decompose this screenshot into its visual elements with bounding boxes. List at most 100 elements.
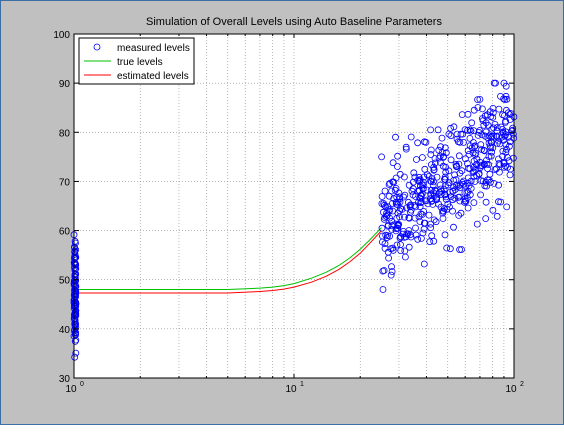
x-tick-exponent: 1 [300,381,304,388]
measured-point [503,203,511,211]
measured-point [427,186,435,194]
measured-point [467,177,475,185]
measured-point [441,173,449,181]
legend-label: true levels [117,57,163,68]
x-tick-exponent: 2 [520,381,524,388]
measured-point [410,169,418,177]
measured-point [389,159,397,167]
measured-point [71,353,79,361]
measured-point [393,241,401,249]
measured-point [503,95,511,103]
x-tick-label: 10 [65,384,77,395]
measured-point [420,173,428,181]
measured-point [456,138,464,146]
measured-point [495,168,503,176]
measured-point [453,163,461,171]
measured-point [72,329,79,337]
y-tick-label: 30 [59,374,71,385]
measured-point [473,220,481,228]
measured-point [509,126,517,134]
measured-point [395,220,403,228]
measured-point [478,146,485,153]
measured-point [510,154,517,162]
measured-point [379,286,387,293]
measured-point [384,248,392,256]
measured-point [476,96,484,103]
measured-point [389,207,397,215]
measured-point [473,160,481,168]
measured-point [396,213,403,221]
measured-point [505,133,513,141]
measured-point [478,105,486,113]
measured-point [457,209,465,217]
measured-point [456,197,464,205]
measured-point [421,165,429,173]
measured-point [487,152,495,160]
measured-point [489,109,497,117]
measured-point [436,181,444,189]
measured-point [430,163,438,171]
measured-point [394,198,402,206]
measured-point [440,207,448,215]
measured-point [427,146,435,154]
measured-point [72,321,79,329]
measured-point [72,270,79,278]
measured-point [435,146,443,154]
measured-point [468,119,476,127]
measured-point [466,191,474,199]
measured-point [470,143,478,151]
measured-point [387,271,395,279]
measured-point [378,224,386,232]
measured-point [470,106,478,114]
measured-point [492,79,499,87]
measured-point [482,215,490,223]
measured-point [414,199,422,206]
measured-point [381,214,389,221]
measured-point [427,126,435,134]
measured-point [417,194,424,202]
measured-point [461,126,469,134]
measured-point [394,222,402,230]
measured-point [457,130,465,138]
measured-point [465,164,472,172]
measured-point [505,142,513,150]
measured-point [483,182,491,190]
measured-point [407,201,415,209]
measured-point [407,206,415,214]
measured-point [493,133,501,141]
measured-point [458,167,466,175]
measured-point [400,193,408,201]
measured-point [422,138,430,146]
measured-point [401,213,408,221]
y-tick-label: 60 [59,227,71,238]
y-tick-label: 80 [59,128,71,139]
measured-point [458,111,466,118]
measured-point [416,218,424,225]
measured-point [429,200,437,208]
curves [74,227,382,294]
measured-point [432,218,440,226]
measured-point [452,176,460,184]
measured-point [417,199,425,207]
measured-point [501,132,509,140]
measured-point [488,132,496,140]
measured-point [389,178,397,186]
measured-point [464,204,472,212]
measured-point [466,134,474,142]
measured-point [394,152,402,160]
measured-point [378,193,386,200]
measured-point [428,197,436,205]
measured-point [447,132,455,140]
measured-point [474,131,482,139]
legend-marker [93,43,101,51]
measured-point [427,151,435,158]
measured-point [442,149,450,157]
measured-point [493,124,501,131]
measured-point [509,130,517,138]
measured-point [474,96,482,103]
measured-point [397,233,404,241]
measured-point [502,106,510,114]
measured-point [506,171,514,179]
